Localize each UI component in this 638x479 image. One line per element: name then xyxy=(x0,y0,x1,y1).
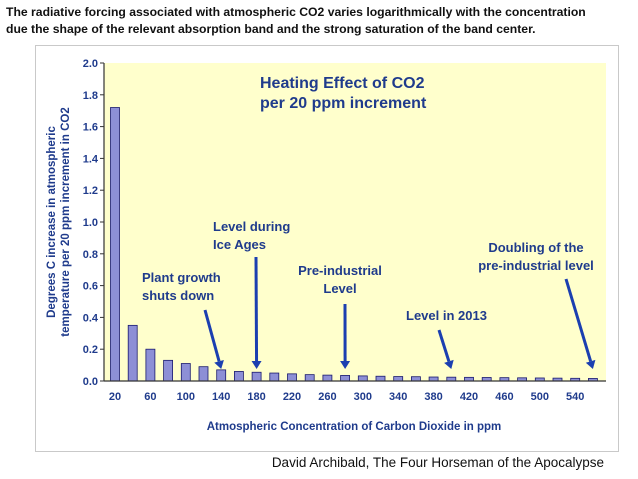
annotation-ice-line-1: Level during xyxy=(213,219,290,234)
annotation-doubling-line-2: pre-industrial level xyxy=(478,258,594,273)
y-tick-label: 0.4 xyxy=(83,312,99,324)
y-tick-label: 2.0 xyxy=(83,58,98,70)
annotation-ice-arrow xyxy=(254,256,259,362)
annotation-ice-arrowhead xyxy=(251,360,262,369)
y-tick-label: 1.4 xyxy=(83,153,99,165)
caption-line-2: due the shape of the relevant absorption… xyxy=(6,22,536,36)
bar-160 xyxy=(233,371,244,382)
x-tick-label: 260 xyxy=(318,391,336,403)
bar-340 xyxy=(393,376,404,382)
bar-360 xyxy=(410,376,421,382)
bar-240 xyxy=(304,374,315,382)
caption: The radiative forcing associated with at… xyxy=(6,4,634,38)
x-tick-label: 60 xyxy=(144,391,156,403)
x-tick-label: 500 xyxy=(531,391,549,403)
y-axis-title-line-1: Degrees C increase in atmospheric xyxy=(46,126,58,318)
x-tick-label: 460 xyxy=(495,391,513,403)
x-tick-label: 20 xyxy=(109,391,121,403)
y-tick-label: 1.6 xyxy=(83,122,98,134)
bar-120 xyxy=(198,366,209,382)
bar-20 xyxy=(110,107,120,382)
plot-area xyxy=(104,63,606,381)
bar-chart: 0.0 0.2 0.4 0.6 0.8 1.0 1.2 1.4 1.6 1.8 2.0 20 60 100… xyxy=(46,58,606,433)
x-tick-label: 300 xyxy=(354,391,372,403)
y-tick-label: 0.6 xyxy=(83,281,98,293)
annotation-plant-arrowhead xyxy=(214,359,224,369)
y-tick-label: 1.2 xyxy=(83,185,98,197)
chart-title-line-1: Heating Effect of CO2 xyxy=(260,75,425,92)
y-tick-label: 1.0 xyxy=(83,217,98,229)
chart-figure: 0.0 0.2 0.4 0.6 0.8 1.0 1.2 1.4 1.6 1.8 2.0 20 60 100… xyxy=(35,45,619,452)
x-tick-label: 380 xyxy=(424,391,442,403)
y-tick-label: 0.0 xyxy=(83,376,98,388)
annotation-doubling-arrowhead xyxy=(585,359,596,369)
x-axis-title: Atmospheric Concentration of Carbon Diox… xyxy=(207,421,502,433)
bar-40 xyxy=(127,324,138,382)
x-tick-label: 100 xyxy=(177,391,195,403)
x-tick-label: 540 xyxy=(566,391,584,403)
y-tick-label: 0.2 xyxy=(83,344,98,356)
x-tick-label: 340 xyxy=(389,391,407,403)
y-axis-title-line-2: temperature per 20 ppm increment in CO2 xyxy=(60,107,72,336)
annotation-y2013-arrowhead xyxy=(444,359,454,369)
bar-220 xyxy=(287,373,297,382)
bar-200 xyxy=(269,372,280,382)
caption-line-1: The radiative forcing associated with at… xyxy=(6,5,586,19)
chart-title-line-2: per 20 ppm increment xyxy=(260,95,427,112)
annotation-plant-arrow xyxy=(203,309,221,362)
y-tick-label: 0.8 xyxy=(83,249,98,261)
bar-320 xyxy=(375,375,386,382)
x-tick-label: 220 xyxy=(283,391,301,403)
annotation-plant-line-1: Plant growth xyxy=(142,270,221,285)
annotation-preind-line-1: Pre-industrial xyxy=(298,263,382,278)
x-tick-label: 140 xyxy=(212,391,230,403)
x-tick-label: 180 xyxy=(247,391,265,403)
x-tick-label: 420 xyxy=(460,391,478,403)
annotation-preind-arrowhead xyxy=(340,360,351,369)
annotation-plant-line-2: shuts down xyxy=(142,288,214,303)
bar-60 xyxy=(145,348,156,382)
y-tick-label: 1.8 xyxy=(83,90,98,102)
bar-300 xyxy=(357,375,368,382)
annotation-doubling-line-1: Doubling of the xyxy=(488,240,583,255)
annotation-preind-line-2: Level xyxy=(323,281,356,296)
annotation-y2013-arrow xyxy=(437,329,451,362)
bar-80 xyxy=(163,359,173,382)
bar-280 xyxy=(340,375,351,382)
bar-260 xyxy=(322,374,333,382)
annotation-ice-line-2: Ice Ages xyxy=(213,237,266,252)
bar-100 xyxy=(180,363,191,382)
bar-180 xyxy=(251,371,262,382)
bar-140 xyxy=(216,369,227,382)
annotation-y2013-line-1: Level in 2013 xyxy=(406,308,487,323)
image-credit: David Archibald, The Four Horseman of th… xyxy=(271,455,604,470)
annotation-doubling-arrow xyxy=(564,278,593,362)
